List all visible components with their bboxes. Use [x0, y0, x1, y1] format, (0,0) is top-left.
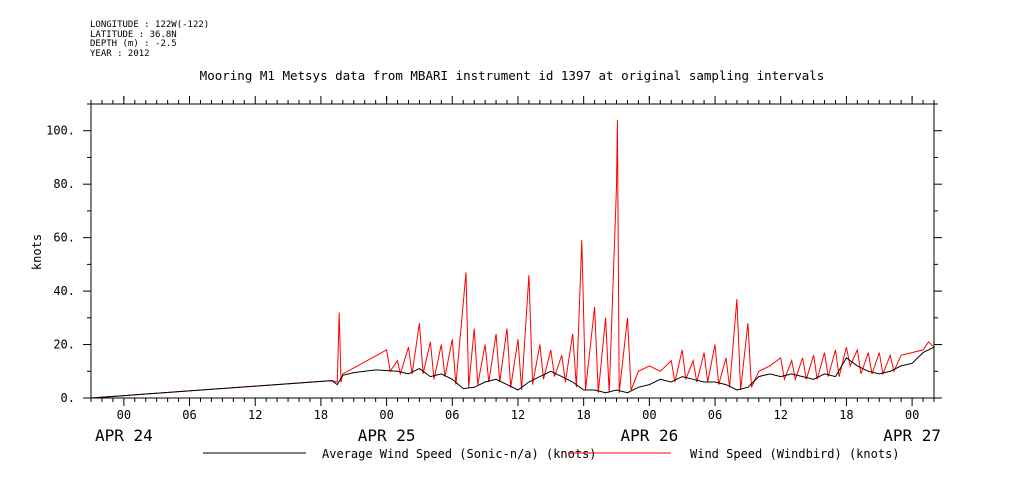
- date-label: APR 27: [883, 426, 941, 445]
- meta-depth: DEPTH (m) : -2.5: [90, 39, 177, 49]
- x-tick-label: 00: [642, 408, 656, 422]
- series-line-windbird: [90, 119, 935, 399]
- x-tick-label: 00: [379, 408, 393, 422]
- x-tick-labels: 00 06 12 18 00 06 12 18 00 06 12 18 00: [117, 408, 920, 422]
- x-tick-label: 18: [314, 408, 328, 422]
- y-tick-label: 100.: [46, 124, 75, 138]
- plot-frame: [90, 103, 935, 399]
- x-tick-label: 12: [248, 408, 262, 422]
- chart-title: Mooring M1 Metsys data from MBARI instru…: [200, 68, 825, 83]
- y-tick-labels: 0. 20. 40. 60. 80. 100.: [46, 124, 75, 405]
- x-tick-label: 12: [774, 408, 788, 422]
- axis-ticks: [83, 96, 942, 406]
- x-tick-label: 18: [576, 408, 590, 422]
- y-tick-label: 0.: [61, 391, 75, 405]
- x-tick-label: 06: [445, 408, 459, 422]
- y-tick-label: 20.: [53, 338, 75, 352]
- y-tick-label: 40.: [53, 284, 75, 298]
- x-tick-label: 00: [117, 408, 131, 422]
- x-tick-label: 12: [511, 408, 525, 422]
- series-lines: [90, 119, 935, 399]
- meta-longitude: LONGITUDE : 122W(-122): [90, 20, 210, 30]
- x-tick-label: 00: [905, 408, 919, 422]
- date-label: APR 25: [358, 426, 416, 445]
- date-label: APR 24: [95, 426, 153, 445]
- legend-label-average-wind: Average Wind Speed (Sonic-n/a) (knots): [322, 447, 597, 461]
- date-labels: APR 24 APR 25 APR 26 APR 27: [95, 426, 941, 445]
- y-axis-label: knots: [30, 234, 44, 270]
- legend-label-windbird: Wind Speed (Windbird) (knots): [690, 447, 900, 461]
- x-tick-label: 06: [182, 408, 196, 422]
- date-label: APR 26: [620, 426, 678, 445]
- x-tick-label: 18: [839, 408, 853, 422]
- y-tick-label: 80.: [53, 177, 75, 191]
- y-tick-label: 60.: [53, 231, 75, 245]
- x-tick-label: 06: [708, 408, 722, 422]
- meta-latitude: LATITUDE : 36.8N: [90, 29, 177, 40]
- series-line-average-wind: [90, 346, 935, 399]
- metadata-block: LONGITUDE : 122W(-122) LATITUDE : 36.8N …: [90, 20, 210, 59]
- meta-year: YEAR : 2012: [90, 48, 150, 59]
- legend: Average Wind Speed (Sonic-n/a) (knots) Wi…: [203, 447, 900, 461]
